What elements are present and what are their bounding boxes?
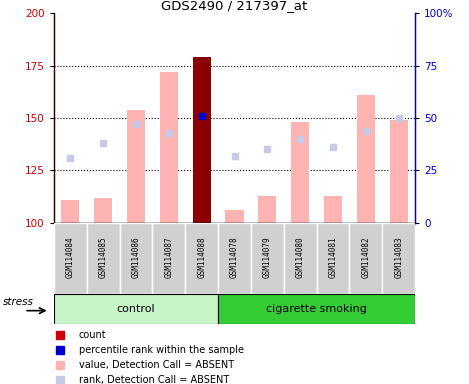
Bar xyxy=(152,223,185,294)
Bar xyxy=(54,294,218,324)
Text: GSM114081: GSM114081 xyxy=(328,236,338,278)
Bar xyxy=(317,223,349,294)
Bar xyxy=(127,110,145,223)
Text: cigarette smoking: cigarette smoking xyxy=(266,304,367,314)
Bar xyxy=(382,223,415,294)
Text: GSM114085: GSM114085 xyxy=(98,236,108,278)
Text: control: control xyxy=(117,304,155,314)
Bar xyxy=(120,223,152,294)
Bar xyxy=(54,223,87,294)
Text: GSM114084: GSM114084 xyxy=(66,236,75,278)
Text: GSM114080: GSM114080 xyxy=(295,236,305,278)
Text: value, Detection Call = ABSENT: value, Detection Call = ABSENT xyxy=(79,360,234,370)
Text: rank, Detection Call = ABSENT: rank, Detection Call = ABSENT xyxy=(79,375,229,384)
Bar xyxy=(218,294,415,324)
Text: percentile rank within the sample: percentile rank within the sample xyxy=(79,345,244,355)
Bar xyxy=(251,223,284,294)
Bar xyxy=(324,195,342,223)
Text: GSM114083: GSM114083 xyxy=(394,236,403,278)
Text: GSM114086: GSM114086 xyxy=(131,236,141,278)
Text: GSM114079: GSM114079 xyxy=(263,236,272,278)
Bar xyxy=(185,223,218,294)
Text: GSM114082: GSM114082 xyxy=(361,236,371,278)
Bar xyxy=(193,57,211,223)
Bar xyxy=(291,122,309,223)
Bar xyxy=(226,210,243,223)
Text: stress: stress xyxy=(3,297,34,307)
Bar xyxy=(160,72,178,223)
Title: GDS2490 / 217397_at: GDS2490 / 217397_at xyxy=(161,0,308,12)
Bar xyxy=(357,95,375,223)
Bar xyxy=(61,200,79,223)
Bar xyxy=(218,223,251,294)
Bar xyxy=(284,223,317,294)
Bar xyxy=(87,223,120,294)
Text: GSM114078: GSM114078 xyxy=(230,236,239,278)
Text: GSM114087: GSM114087 xyxy=(164,236,174,278)
Text: GSM114088: GSM114088 xyxy=(197,236,206,278)
Bar xyxy=(258,195,276,223)
Bar xyxy=(349,223,382,294)
Bar xyxy=(390,120,408,223)
Bar xyxy=(94,198,112,223)
Text: count: count xyxy=(79,330,106,340)
